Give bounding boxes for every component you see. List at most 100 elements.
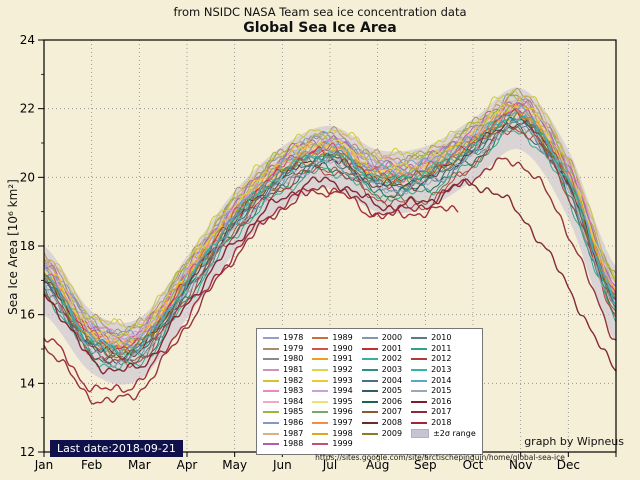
legend-swatch — [263, 443, 279, 446]
y-axis-label: Sea Ice Area [10⁶ km²] — [6, 179, 20, 315]
legend-swatch — [361, 347, 378, 350]
legend-label: 1990 — [332, 343, 353, 353]
legend-swatch — [411, 358, 428, 361]
legend-item-2015: 2015 — [411, 386, 476, 397]
x-tick-label: Jul — [322, 458, 337, 472]
legend-item-2001: 2001 — [361, 343, 403, 355]
legend-label: 2009 — [381, 428, 403, 438]
legend-item-1989: 1989 — [312, 333, 353, 344]
source-url-text: https://sites.google.com/site/arctischep… — [315, 453, 565, 462]
legend-label: 1981 — [283, 365, 304, 375]
series-line-2011 — [43, 128, 617, 370]
legend-item-1979: 1979 — [263, 344, 303, 355]
legend-label: 2012 — [431, 354, 452, 364]
series-line-1982 — [43, 89, 617, 331]
legend-swatch — [263, 422, 279, 425]
legend-item-1998: 1998 — [312, 428, 353, 439]
legend-swatch — [312, 443, 329, 446]
legend-swatch — [312, 337, 329, 340]
series-line-1994 — [43, 106, 617, 349]
legend-item-2013: 2013 — [411, 365, 476, 376]
legend-swatch — [361, 400, 378, 403]
legend-swatch — [411, 422, 428, 425]
legend-item-1991: 1991 — [312, 354, 353, 365]
legend-swatch — [361, 432, 378, 435]
y-tick-label: 24 — [20, 33, 35, 47]
series-line-2007 — [43, 125, 617, 364]
legend-swatch — [361, 390, 378, 393]
legend: 1978 1979 1980 1981 1982 1983 1984 1985 1986 1987… — [256, 328, 483, 455]
x-tick-label: Aug — [366, 458, 389, 472]
chart-supertitle: from NSIDC NASA Team sea ice concentrati… — [173, 5, 467, 19]
y-tick-label: 16 — [20, 308, 35, 322]
legend-item-2016: 2016 — [411, 397, 476, 408]
legend-item-2003: 2003 — [361, 365, 402, 376]
legend-item-1995: 1995 — [312, 396, 353, 408]
legend-swatch — [312, 411, 329, 414]
legend-swatch — [263, 369, 279, 372]
x-tick-label: Mar — [128, 458, 151, 472]
legend-item-2006: 2006 — [361, 397, 402, 408]
legend-swatch — [411, 379, 428, 382]
legend-item-1984: 1984 — [263, 397, 303, 408]
legend-item-2009: 2009 — [361, 428, 403, 439]
legend-item-1990: 1990 — [312, 343, 353, 355]
legend-item-2005: 2005 — [361, 386, 403, 397]
legend-swatch — [312, 432, 329, 435]
legend-label: 1992 — [332, 365, 353, 375]
legend-column: 2010 2011 2012 2013 2014 2015 2016 2017 2018 ±2σ … — [411, 333, 476, 450]
series-line-2014 — [43, 105, 617, 356]
legend-swatch — [312, 390, 329, 393]
x-tick-label: Feb — [81, 458, 102, 472]
legend-item-1978: 1978 — [263, 333, 303, 344]
legend-swatch — [411, 347, 428, 350]
legend-label: 1989 — [332, 333, 353, 343]
legend-item-2002: 2002 — [361, 354, 402, 365]
legend-swatch — [312, 422, 329, 425]
legend-item-2011: 2011 — [411, 344, 476, 355]
legend-item-1987: 1987 — [263, 428, 303, 439]
legend-label: 2005 — [381, 386, 403, 396]
legend-label: 1979 — [283, 343, 304, 353]
legend-swatch — [263, 358, 279, 361]
legend-label: 1987 — [283, 428, 304, 438]
legend-item-2014: 2014 — [411, 375, 476, 386]
legend-swatch — [263, 400, 279, 403]
legend-swatch — [361, 358, 378, 361]
legend-swatch — [312, 369, 329, 372]
legend-swatch — [263, 390, 279, 393]
legend-label: 1999 — [332, 439, 353, 449]
legend-item-2018: 2018 — [411, 418, 476, 429]
legend-column: 1978 1979 1980 1981 1982 1983 1984 1985 1986 1987… — [263, 333, 303, 450]
legend-swatch — [411, 337, 428, 340]
y-tick-label: 14 — [20, 376, 35, 390]
series-line-2009 — [43, 112, 617, 357]
legend-swatch — [361, 369, 378, 372]
legend-label: 2013 — [431, 365, 452, 375]
series-line-2000 — [43, 110, 617, 355]
legend-item-2000: 2000 — [361, 333, 402, 344]
legend-item-2008: 2008 — [361, 418, 402, 429]
y-tick-label: 20 — [20, 170, 35, 184]
legend-label: 2001 — [381, 343, 403, 353]
legend-item-1994: 1994 — [312, 386, 353, 397]
legend-label: 1985 — [283, 407, 304, 417]
legend-swatch — [312, 400, 329, 403]
legend-label: 2011 — [431, 343, 452, 353]
x-tick-label: Jan — [34, 458, 54, 472]
legend-item-2004: 2004 — [361, 375, 403, 386]
legend-item-2017: 2017 — [411, 407, 476, 418]
x-tick-label: Jun — [272, 458, 292, 472]
legend-label: 2018 — [431, 418, 452, 428]
legend-item-2010: 2010 — [411, 333, 476, 344]
legend-label: 1983 — [283, 386, 304, 396]
series-line-2010 — [43, 118, 617, 365]
x-tick-label: Nov — [509, 458, 532, 472]
legend-label: 1995 — [332, 396, 353, 406]
legend-label: 2010 — [431, 333, 452, 343]
legend-label: 2004 — [381, 375, 403, 385]
legend-item-1982: 1982 — [263, 375, 303, 386]
legend-label: 1982 — [283, 375, 304, 385]
legend-label: 1980 — [283, 354, 304, 364]
